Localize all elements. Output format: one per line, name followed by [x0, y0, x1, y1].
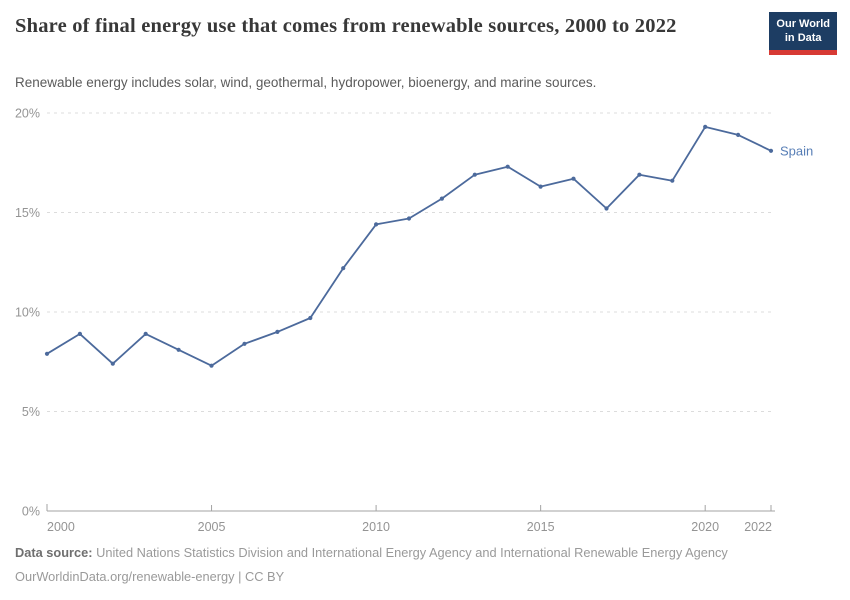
datasource-label: Data source: [15, 545, 93, 560]
data-point-2018[interactable] [637, 172, 642, 177]
data-point-2004[interactable] [176, 347, 181, 352]
y-axis-label-10%: 10% [15, 306, 40, 320]
y-axis-label-20%: 20% [15, 107, 40, 121]
x-axis-label-2010: 2010 [362, 520, 390, 534]
data-point-2020[interactable] [703, 124, 708, 129]
x-axis-label-2020: 2020 [691, 520, 719, 534]
chart-footer: Data source: United Nations Statistics D… [15, 541, 835, 588]
chart-subtitle: Renewable energy includes solar, wind, g… [15, 75, 597, 90]
data-point-2011[interactable] [406, 216, 412, 221]
datasource-line: Data source: United Nations Statistics D… [15, 541, 835, 565]
data-point-2010[interactable] [374, 222, 379, 227]
data-point-2003[interactable] [143, 331, 148, 336]
page-title: Share of final energy use that comes fro… [15, 15, 677, 37]
owid-url-link[interactable]: OurWorldinData.org/renewable-energy [15, 568, 235, 584]
datasource-text: United Nations Statistics Division and I… [96, 545, 728, 560]
data-point-2000[interactable] [44, 351, 50, 356]
data-point-2008[interactable] [308, 315, 313, 321]
data-point-2017[interactable] [604, 206, 609, 211]
owid-logo-line1: Our World [776, 18, 830, 30]
y-axis-label-0%: 0% [22, 505, 40, 519]
license-label: CC BY [245, 568, 285, 584]
data-point-2014[interactable] [505, 164, 510, 169]
license-separator: | [234, 568, 245, 584]
data-point-2013[interactable] [472, 172, 477, 177]
y-axis-label-15%: 15% [15, 206, 40, 220]
x-axis-label-2005: 2005 [198, 520, 226, 534]
owid-logo-line2: in Data [784, 32, 822, 45]
data-point-2006[interactable] [242, 341, 247, 346]
x-axis-label-2000: 2000 [47, 520, 75, 534]
data-point-2019[interactable] [670, 178, 675, 183]
license-line: OurWorldinData.org/renewable-energy | CC… [15, 565, 835, 589]
data-point-2002[interactable] [110, 361, 115, 366]
data-point-2016[interactable] [571, 176, 576, 181]
series-line-spain[interactable] [46, 126, 772, 367]
x-axis-label-2022: 2022 [744, 520, 772, 534]
data-point-2022[interactable] [768, 148, 774, 153]
data-point-2009[interactable] [341, 266, 346, 271]
owid-logo[interactable]: Our World in Data [769, 12, 837, 55]
data-point-2015[interactable] [538, 184, 543, 189]
data-point-2005[interactable] [209, 363, 214, 368]
entity-label-spain[interactable]: Spain [780, 143, 813, 158]
data-point-2007[interactable] [275, 329, 280, 334]
data-point-2001[interactable] [77, 331, 82, 336]
data-point-2021[interactable] [736, 132, 741, 137]
data-point-2012[interactable] [439, 196, 444, 201]
x-axis-label-2015: 2015 [527, 520, 555, 534]
y-axis-label-5%: 5% [22, 405, 40, 419]
